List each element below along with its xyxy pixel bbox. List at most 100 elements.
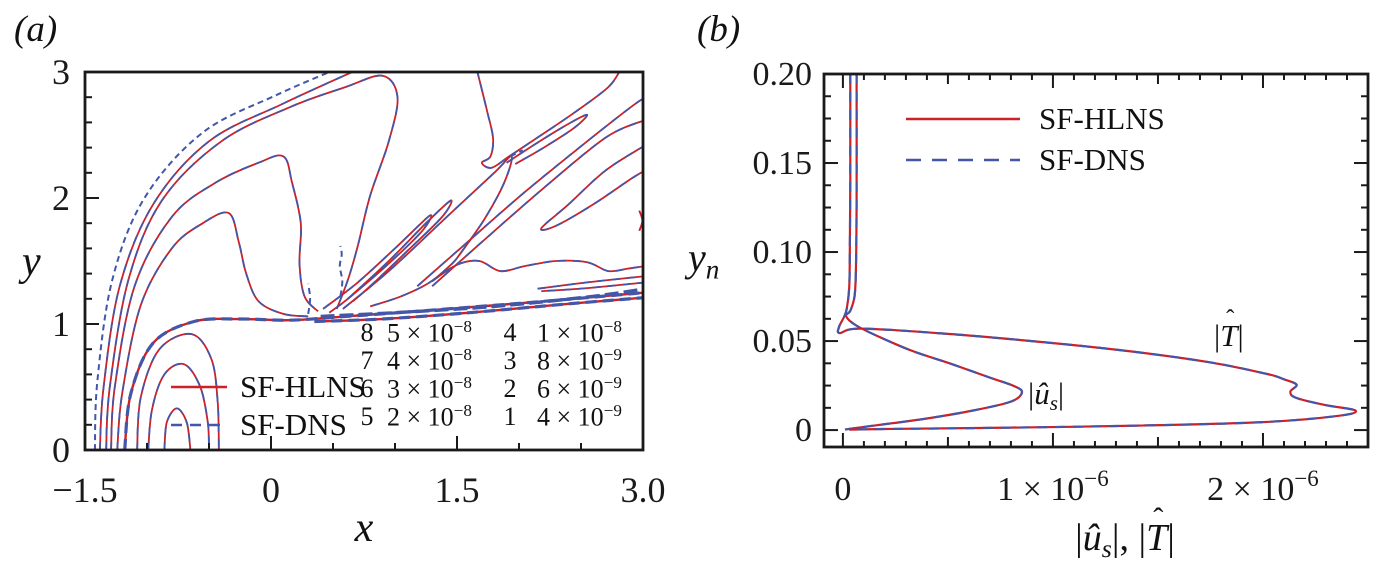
tick-label: 0.20 <box>753 56 813 93</box>
legend-item-sf-dns: SF-DNS <box>905 139 1165 180</box>
contour-sf-dns <box>431 119 643 287</box>
tick-label: 0 <box>834 471 851 508</box>
profile-curves-group <box>836 74 1358 431</box>
contour-sf-dns <box>147 362 210 450</box>
t-close-bar: | <box>1167 517 1175 559</box>
contour-level-value: 2 × 10−8 <box>387 401 472 432</box>
contour-sf-dns <box>136 332 220 450</box>
contour-sf-dns <box>431 259 643 282</box>
contour-level-index: 2 <box>503 374 517 403</box>
us-close-bar: | <box>1057 376 1065 411</box>
comma: , <box>1119 517 1139 559</box>
tick-label: 0.15 <box>753 145 813 182</box>
contour-level-index: 5 <box>360 402 374 431</box>
tick-label: 0 <box>795 412 812 449</box>
contour-sf-dns <box>541 281 643 293</box>
contour-level-value: 1 × 10−8 <box>537 317 622 348</box>
tick-label: −1.5 <box>52 470 117 510</box>
contour-level-index: 6 <box>360 374 374 403</box>
panel-a-letter: (a) <box>14 9 58 50</box>
contour-level-index: 1 <box>503 402 517 431</box>
tick-label: 2 <box>52 178 70 218</box>
contour-level-value: 8 × 10−9 <box>537 345 622 376</box>
contour-sf-dns <box>105 74 399 450</box>
t-open-bar: | <box>1214 318 1221 353</box>
contour-sf-dns <box>314 296 643 324</box>
contour-sf-dns <box>338 245 344 297</box>
t-hat-icon: ˆ <box>1226 306 1235 334</box>
us-close-bar: | <box>1111 517 1120 559</box>
legend-label-sf-dns: SF-DNS <box>1039 141 1146 177</box>
tick-label: 3.0 <box>621 470 666 510</box>
yn-core: y <box>688 235 706 280</box>
legend-line-dashed-icon <box>906 158 1020 161</box>
tick-label: 1.5 <box>435 470 480 510</box>
y-axis-label-b: yn <box>688 234 719 286</box>
contour-sf-dns <box>476 72 621 169</box>
tick-label: 0.10 <box>753 234 813 271</box>
plot-frame-b <box>822 72 1370 449</box>
curve-annotation-us: |ûs| <box>1028 376 1064 416</box>
contour-lines-group <box>93 72 643 450</box>
contour-sf-hlns <box>476 72 621 169</box>
t-open-bar: | <box>1138 517 1147 559</box>
contour-sf-hlns <box>506 113 589 165</box>
panel-b-letter: (b) <box>697 9 741 50</box>
curve-annotation-T: |T ˆ | <box>1214 307 1244 354</box>
contour-sf-hlns <box>540 145 643 231</box>
contour-level-value: 3 × 10−8 <box>387 373 472 404</box>
us-subscript: s <box>1101 534 1112 562</box>
legend-b: SF-HLNS SF-DNS <box>905 98 1165 180</box>
contour-level-value: 5 × 10−8 <box>387 317 472 348</box>
x-axis-label-a: x <box>354 505 374 551</box>
y-axis-label-a: y <box>22 239 41 285</box>
contour-sf-hlns <box>431 259 643 282</box>
us-subscript: s <box>1049 390 1058 415</box>
t-core: T <box>1146 517 1168 559</box>
legend-label-sf-dns: SF-DNS <box>240 407 347 442</box>
tick-label: 0 <box>52 430 70 470</box>
us-open-bar: | <box>1028 376 1035 411</box>
tick-label: 1 × 10−6 <box>997 466 1109 508</box>
contour-level-table: 8 5 × 10−8 4 1 × 10−8 7 4 × 10−8 3 8 × 10−9 6 3 ×… <box>351 317 641 432</box>
legend-line-dashed-icon <box>171 423 227 427</box>
contour-level-value: 6 × 10−9 <box>537 373 622 404</box>
contour-sf-dns <box>116 211 309 450</box>
curve-T_amplitude-sf-dns <box>836 74 1358 431</box>
contour-sf-dns <box>99 72 355 450</box>
yn-subscript: n <box>705 254 720 285</box>
contour-sf-dns <box>506 113 589 165</box>
contour-sf-dns <box>347 199 453 302</box>
contour-sf-dns <box>509 149 524 158</box>
us-core: û <box>1034 376 1050 411</box>
plot-frame-a <box>83 70 645 452</box>
legend-line-solid-icon <box>171 385 227 389</box>
contour-level-value: 4 × 10−9 <box>537 401 622 432</box>
contour-level-index: 8 <box>360 318 374 347</box>
t-close-bar: | <box>1237 318 1244 353</box>
contour-level-index: 3 <box>503 346 517 375</box>
x-axis-label-b: |ûs|, |T ˆ | <box>1025 503 1225 562</box>
us-open-bar: | <box>1075 517 1083 559</box>
contour-sf-dns <box>307 283 312 315</box>
legend-item-sf-hlns: SF-HLNS <box>905 98 1165 139</box>
legend-line-solid-icon <box>906 117 1020 120</box>
legend-label-sf-hlns: SF-HLNS <box>1039 100 1165 136</box>
contour-level-value: 4 × 10−8 <box>387 345 472 376</box>
contour-sf-dns <box>342 155 513 310</box>
legend-a: SF-HLNS SF-DNS <box>170 368 366 444</box>
contour-sf-dns <box>163 407 192 450</box>
tick-label: 1 <box>52 304 70 344</box>
legend-item-sf-hlns: SF-HLNS <box>170 368 366 406</box>
contour-sf-hlns <box>431 119 643 287</box>
tick-label: 0 <box>262 470 280 510</box>
contour-sf-dns <box>540 145 643 231</box>
tick-label: 0.05 <box>753 323 813 360</box>
tick-label: 3 <box>52 52 70 92</box>
tick-label: 2 × 10−6 <box>1207 466 1319 508</box>
legend-label-sf-hlns: SF-HLNS <box>240 369 366 404</box>
